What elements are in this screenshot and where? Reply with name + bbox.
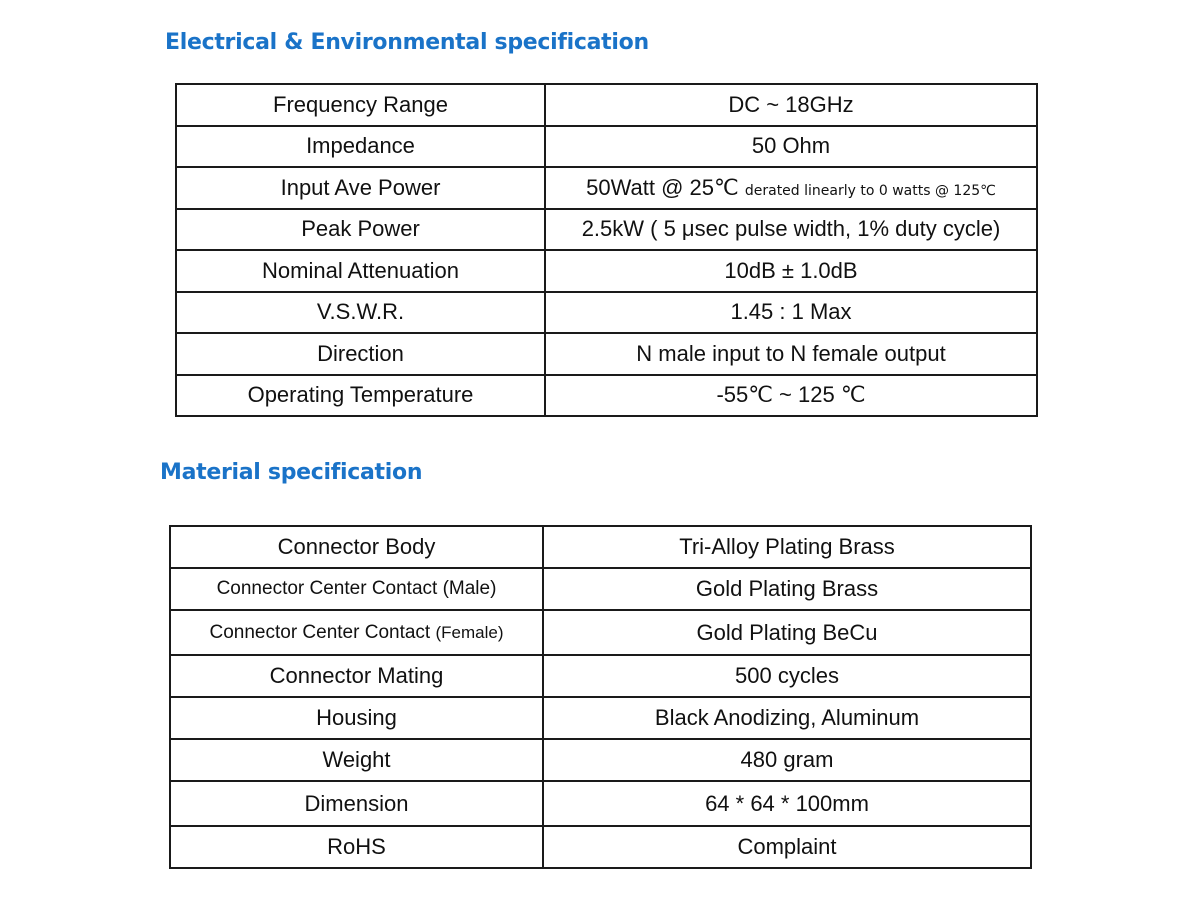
spec-value: Complaint [542,825,1032,869]
table-row: Connector Mating 500 cycles [169,654,1032,698]
table-row: Connector Center Contact (Female) Gold P… [169,609,1032,656]
spec-label: Housing [169,696,544,740]
spec-value-cell: 50Watt @ 25℃ derated linearly to 0 watts… [544,166,1038,210]
spec-value: 2.5kW ( 5 μsec pulse width, 1% duty cycl… [544,207,1038,251]
spec-label: Connector Center Contact (Male) [169,567,544,611]
spec-label: Connector Body [169,525,544,569]
spec-label: RoHS [169,825,544,869]
spec-value: 500 cycles [542,654,1032,698]
table-row: Peak Power 2.5kW ( 5 μsec pulse width, 1… [175,207,1038,251]
spec-label: Connector Mating [169,654,544,698]
table-row: Housing Black Anodizing, Aluminum [169,696,1032,740]
spec-value: 50Watt @ 25℃ [586,174,739,200]
spec-value: 50 Ohm [544,124,1038,168]
spec-label: Nominal Attenuation [175,249,546,293]
spec-label: V.S.W.R. [175,290,546,334]
table-row: Frequency Range DC ~ 18GHz [175,83,1038,127]
material-spec-title: Material specification [160,460,423,485]
table-row: Nominal Attenuation 10dB ± 1.0dB [175,249,1038,293]
spec-label: Operating Temperature [175,373,546,417]
spec-label: Direction [175,332,546,376]
spec-label: Input Ave Power [175,166,546,210]
spec-value: Gold Plating BeCu [542,609,1032,656]
table-row: Direction N male input to N female outpu… [175,332,1038,376]
material-spec-table: Connector Body Tri-Alloy Plating Brass C… [169,525,1032,869]
spec-label: Impedance [175,124,546,168]
spec-value: Black Anodizing, Aluminum [542,696,1032,740]
spec-value-note: derated linearly to 0 watts @ 125℃ [744,182,996,199]
spec-label-cell: Connector Center Contact (Female) [169,609,544,656]
spec-value: 1.45 : 1 Max [544,290,1038,334]
spec-label: Dimension [169,780,544,827]
electrical-spec-table: Frequency Range DC ~ 18GHz Impedance 50 … [175,83,1038,417]
spec-value: 480 gram [542,738,1032,782]
table-row: RoHS Complaint [169,825,1032,869]
spec-value: Gold Plating Brass [542,567,1032,611]
table-row: Connector Center Contact (Male) Gold Pla… [169,567,1032,611]
spec-label: Weight [169,738,544,782]
table-row: Operating Temperature -55℃ ~ 125 ℃ [175,373,1038,417]
spec-value: Tri-Alloy Plating Brass [542,525,1032,569]
spec-value: DC ~ 18GHz [544,83,1038,127]
table-row: V.S.W.R. 1.45 : 1 Max [175,290,1038,334]
spec-label: Peak Power [175,207,546,251]
table-row: Input Ave Power 50Watt @ 25℃ derated lin… [175,166,1038,210]
spec-value: N male input to N female output [544,332,1038,376]
spec-value: -55℃ ~ 125 ℃ [544,373,1038,417]
electrical-spec-title: Electrical & Environmental specification [165,30,649,55]
table-row: Dimension 64 * 64 * 100mm [169,780,1032,827]
table-row: Weight 480 gram [169,738,1032,782]
spec-label: Frequency Range [175,83,546,127]
spec-label-suffix: (Female) [435,622,504,642]
spec-value: 10dB ± 1.0dB [544,249,1038,293]
spec-label: Connector Center Contact [209,621,431,643]
spec-value: 64 * 64 * 100mm [542,780,1032,827]
table-row: Connector Body Tri-Alloy Plating Brass [169,525,1032,569]
table-row: Impedance 50 Ohm [175,124,1038,168]
